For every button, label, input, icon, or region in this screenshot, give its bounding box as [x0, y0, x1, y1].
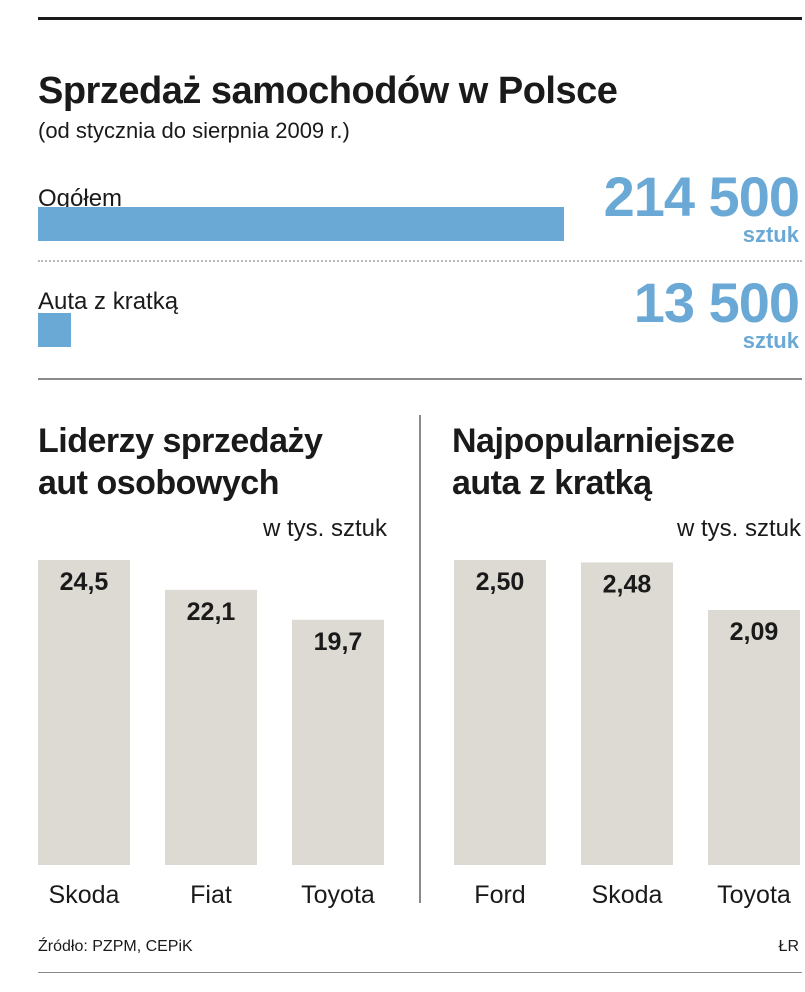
- total-bar-grille: [38, 313, 71, 347]
- category-label: Toyota: [301, 881, 375, 909]
- right-chart-title-line2: auta z kratką: [452, 464, 652, 502]
- left-chart-title-line1: Liderzy sprzedaży: [38, 422, 323, 460]
- source-note: Źródło: PZPM, CEPiK: [38, 938, 193, 955]
- total-unit-grille: sztuk: [742, 328, 799, 353]
- left-chart-unit: w tys. sztuk: [262, 515, 387, 542]
- top-rule: [38, 17, 802, 20]
- bar-skoda: [581, 562, 673, 865]
- value-label: 2,09: [730, 618, 779, 646]
- infographic-subtitle: (od stycznia do sierpnia 2009 r.): [38, 118, 350, 143]
- bar-skoda: [38, 560, 130, 865]
- chart-divider: [419, 415, 421, 903]
- infographic-title: Sprzedaż samochodów w Polsce: [38, 70, 618, 112]
- dotted-separator: [38, 260, 802, 262]
- total-value-grille: 13 500: [633, 271, 800, 334]
- left-chart-title: Liderzy sprzedaży aut osobowych: [38, 420, 323, 504]
- right-chart-unit: w tys. sztuk: [676, 515, 801, 542]
- value-label: 24,5: [60, 568, 109, 596]
- total-label-grille: Auta z kratką: [38, 288, 179, 315]
- value-label: 2,50: [476, 568, 525, 596]
- category-label: Skoda: [592, 881, 663, 909]
- value-label: 2,48: [603, 570, 652, 598]
- bar-toyota: [708, 610, 800, 865]
- total-unit-all: sztuk: [742, 222, 799, 247]
- value-label: 22,1: [187, 598, 236, 626]
- bar-fiat: [165, 589, 257, 865]
- category-label: Fiat: [190, 881, 232, 909]
- left-chart-title-line2: aut osobowych: [38, 464, 279, 502]
- bottom-rule: [38, 972, 802, 973]
- bar-toyota: [292, 619, 384, 865]
- category-label: Ford: [474, 881, 525, 909]
- right-chart-title-line1: Najpopularniejsze: [452, 422, 735, 460]
- bar-ford: [454, 560, 546, 865]
- category-label: Toyota: [717, 881, 791, 909]
- category-label: Skoda: [49, 881, 120, 909]
- section-rule: [38, 378, 802, 380]
- right-chart-title: Najpopularniejsze auta z kratką: [452, 420, 735, 504]
- total-bar-all: [38, 207, 564, 241]
- total-value-all: 214 500: [603, 165, 800, 228]
- author-credit: ŁR: [778, 938, 799, 955]
- value-label: 19,7: [314, 628, 363, 656]
